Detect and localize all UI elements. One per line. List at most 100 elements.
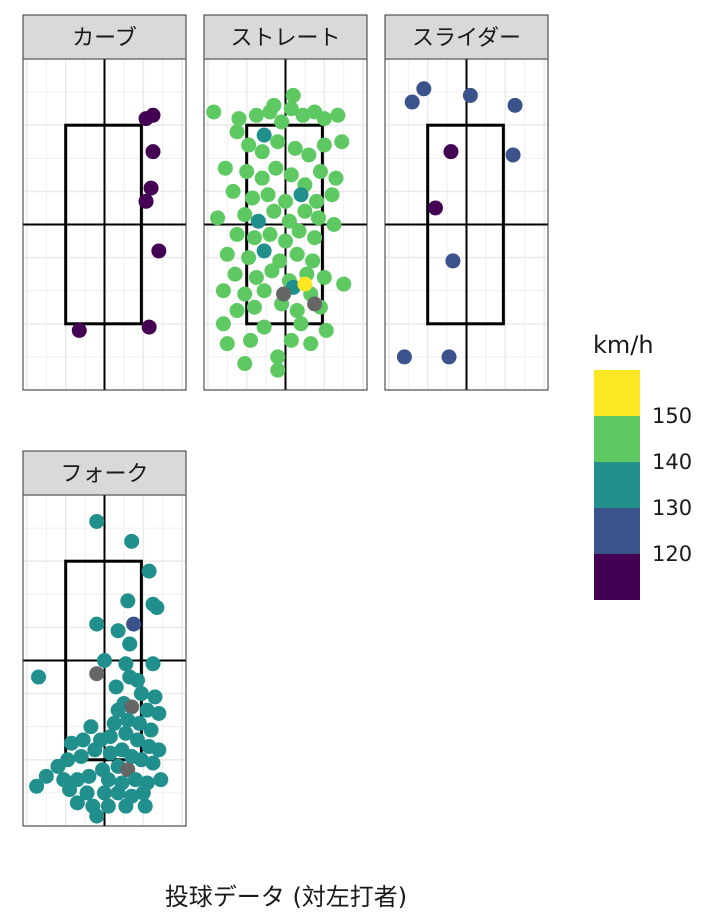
pitch-point: [143, 722, 159, 738]
pitch-point: [241, 137, 257, 153]
strike-zone: [64, 123, 143, 326]
pitch-point: [137, 798, 153, 814]
pitch-point: [110, 702, 126, 718]
legend-break-label: 130: [652, 496, 692, 520]
pitch-point: [38, 768, 54, 784]
strike-zone: [426, 123, 505, 326]
pitch-point: [147, 689, 163, 705]
pitch-point: [297, 276, 313, 292]
pitch-point: [102, 745, 118, 761]
pitch-point: [229, 303, 245, 319]
pitch-point: [219, 336, 235, 352]
pitch-point: [396, 349, 412, 365]
facet-strip-label: フォーク: [60, 462, 148, 487]
legend-break-label: 140: [652, 450, 692, 474]
pitch-point: [217, 160, 233, 176]
pitch-point: [206, 104, 222, 120]
pitch-point: [100, 772, 116, 788]
pitch-point: [243, 332, 259, 348]
pitch-point: [108, 679, 124, 695]
pitch-point: [256, 127, 272, 143]
pitch-point: [245, 190, 261, 206]
legend: 150 140 130 120: [594, 370, 692, 600]
pitch-point: [29, 778, 45, 794]
pitch-point: [124, 533, 140, 549]
pitch-point: [151, 705, 167, 721]
pitch-point: [118, 725, 134, 741]
pitch-point: [278, 193, 293, 209]
legend-color-key: [594, 370, 640, 416]
pitch-point: [122, 636, 138, 652]
pitch-point: [110, 623, 126, 639]
pitch-point: [149, 600, 165, 616]
pitch-point: [316, 137, 332, 153]
pitch-point: [254, 144, 270, 160]
pitch-point: [145, 656, 161, 672]
pitch-points: [396, 81, 523, 365]
pitch-point: [239, 164, 255, 180]
pitch-point: [79, 785, 95, 801]
legend-color-key: [594, 462, 640, 508]
panel-border: [203, 58, 368, 391]
pitch-point: [151, 243, 167, 259]
pitch-point: [283, 101, 299, 117]
pitch-point: [106, 715, 122, 731]
pitch-point: [264, 263, 280, 279]
facet-strip: [22, 450, 187, 496]
pitch-point: [262, 226, 278, 242]
pitch-point: [89, 808, 105, 824]
pitch-point: [270, 349, 286, 365]
x-axis-title: 投球データ (対左打者): [165, 883, 407, 911]
pitch-point: [266, 203, 282, 219]
pitch-point: [246, 230, 262, 246]
pitch-point: [129, 732, 145, 748]
pitch-point: [276, 286, 292, 302]
pitch-point: [334, 134, 350, 150]
facet-panel: カーブ: [22, 14, 187, 391]
pitch-point: [145, 144, 161, 160]
pitch-point: [293, 187, 309, 203]
pitch-point: [291, 223, 307, 239]
pitch-point: [297, 203, 313, 219]
facet-panel: スライダー: [384, 14, 549, 391]
pitch-point: [151, 742, 167, 758]
pitch-point: [256, 283, 272, 299]
pitch-point: [143, 180, 159, 196]
pitch-point: [266, 97, 282, 113]
panel-border: [22, 494, 187, 827]
pitch-point: [237, 356, 253, 372]
pitch-point: [303, 336, 319, 352]
pitch-point: [89, 513, 105, 529]
pitch-point: [295, 107, 311, 123]
facet-panel: フォーク: [22, 450, 187, 827]
pitch-point: [237, 286, 253, 302]
pitch-point: [241, 250, 257, 266]
pitch-point: [316, 111, 332, 127]
pitch-point: [141, 563, 157, 579]
facet-strip: [203, 14, 368, 60]
pitch-point: [443, 144, 459, 160]
pitch-point: [129, 672, 145, 688]
pitch-point: [73, 748, 89, 764]
pitch-points: [206, 87, 352, 378]
pitch-point: [281, 213, 297, 229]
pitch-point: [301, 147, 317, 163]
facet-strip-label: ストレート: [230, 26, 340, 51]
pitch-point: [445, 253, 461, 269]
pitch-point: [71, 322, 87, 338]
panel-border: [22, 58, 187, 391]
legend-color-key: [594, 416, 640, 462]
pitch-point: [118, 798, 134, 814]
pitch-point: [120, 593, 136, 609]
pitch-point: [120, 712, 136, 728]
pitch-point: [139, 702, 155, 718]
pitch-point: [278, 233, 293, 249]
pitch-point: [254, 170, 270, 186]
pitch-point: [210, 210, 226, 226]
pitch-point: [128, 772, 144, 788]
pitch-point: [145, 755, 161, 771]
pitch-point: [124, 699, 140, 715]
pitch-point: [307, 230, 323, 246]
pitch-point: [87, 742, 103, 758]
pitch-point: [141, 319, 157, 335]
